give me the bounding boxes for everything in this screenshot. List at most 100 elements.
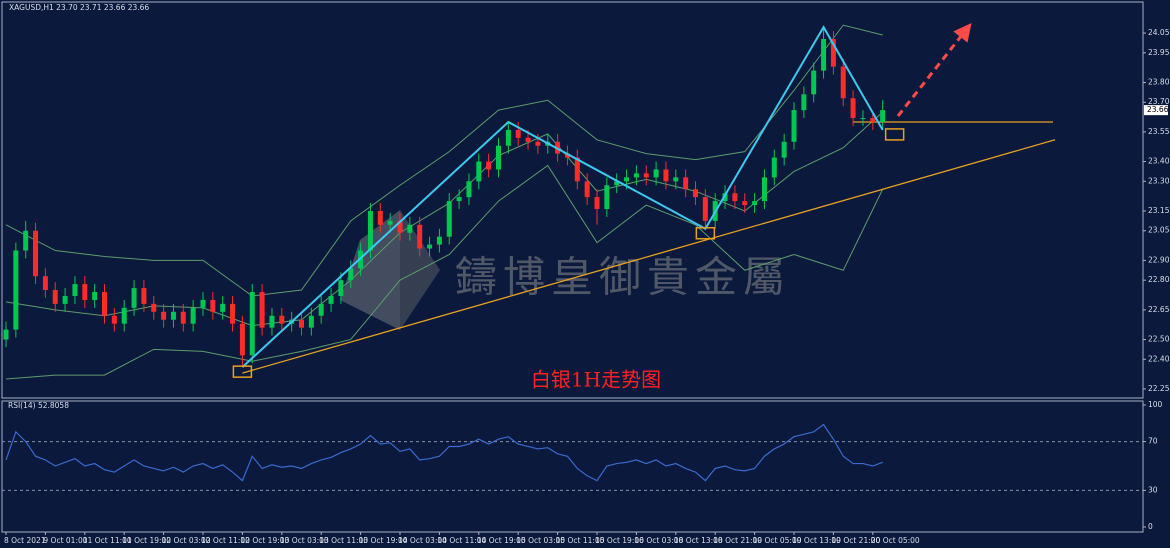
zigzag xyxy=(241,25,884,368)
x-tick-label: 13 Oct 19:00 xyxy=(359,536,408,545)
price-panel xyxy=(1,1,1144,399)
x-tick-label: 13 Oct 03:00 xyxy=(280,536,329,545)
candle-body xyxy=(141,288,147,304)
candle-body xyxy=(811,70,817,95)
y-tick-label: 24.05 xyxy=(1148,28,1170,37)
candle-body xyxy=(397,220,403,233)
candle-body xyxy=(72,284,78,296)
candle-body xyxy=(456,197,462,202)
candle-body xyxy=(801,94,807,111)
x-tick-label: 19 Oct 21:00 xyxy=(831,536,880,545)
x-tick-label: 14 Oct 03:00 xyxy=(398,536,447,545)
candle-body xyxy=(496,145,501,170)
y-tick-label: 23.55 xyxy=(1148,127,1170,136)
x-tick-label: 12 Oct 03:00 xyxy=(162,536,211,545)
y-tick-label: 23.80 xyxy=(1148,77,1170,86)
candle-body xyxy=(643,173,649,178)
candle-body xyxy=(663,169,669,182)
y-tick-label: 23.05 xyxy=(1148,226,1170,235)
candle-body xyxy=(781,141,787,158)
candle-body xyxy=(92,292,98,300)
x-tick-label: 8 Oct 2021 xyxy=(4,536,46,545)
x-tick-label: 19 Oct 13:00 xyxy=(792,536,841,545)
candle-body xyxy=(446,201,452,237)
candle-body xyxy=(377,210,383,225)
candle-body xyxy=(791,110,797,142)
annotation: 白银1H走势图 xyxy=(531,368,661,392)
candle-body xyxy=(200,299,206,308)
x-tick-label: 20 Oct 05:00 xyxy=(871,536,920,545)
candle-body xyxy=(486,161,492,170)
candle-body xyxy=(624,177,630,182)
candle-body xyxy=(702,197,708,221)
y-tick-label: 23.15 xyxy=(1148,206,1170,215)
candle-body xyxy=(653,169,659,178)
candle-body xyxy=(23,230,29,251)
indicator-panel xyxy=(1,400,1144,533)
candle-body xyxy=(525,137,531,142)
candle-body xyxy=(239,323,245,356)
chart-title: XAGUSD,H1 23.70 23.71 23.66 23.66 xyxy=(9,3,149,12)
rsi-tick-label: 0 xyxy=(1148,522,1153,531)
candle-body xyxy=(102,292,107,316)
y-tick-label: 22.50 xyxy=(1148,334,1170,343)
candle-body xyxy=(594,197,600,209)
last-price-box xyxy=(1144,105,1168,116)
x-tick-label: 11 Oct 11:00 xyxy=(83,536,132,545)
candle-body xyxy=(850,98,856,119)
rsi-tick-label: 100 xyxy=(1148,400,1163,409)
bollinger-upper xyxy=(5,24,883,297)
x-tick-label: 12 Oct 11:00 xyxy=(201,536,250,545)
y-tick-label: 22.25 xyxy=(1148,384,1170,393)
x-tick-label: 15 Oct 11:00 xyxy=(556,536,605,545)
candle-body xyxy=(564,153,570,158)
candle-body xyxy=(761,177,767,202)
x-tick-label: 18 Oct 13:00 xyxy=(674,536,723,545)
candle-body xyxy=(742,201,748,206)
candle-body xyxy=(870,118,876,123)
y-tick-label: 22.90 xyxy=(1148,255,1170,264)
candle-body xyxy=(574,157,580,182)
x-tick-label: 13 Oct 11:00 xyxy=(319,536,368,545)
indicator-title: RSI(14) 52.8058 xyxy=(8,401,69,410)
candle-body xyxy=(821,38,827,71)
candle-body xyxy=(614,181,620,186)
candle-body xyxy=(732,193,738,202)
candle-body xyxy=(210,299,216,312)
x-tick-label: 14 Oct 11:00 xyxy=(437,536,486,545)
candle-body xyxy=(860,118,866,120)
candle-body xyxy=(121,307,127,324)
candle-body xyxy=(367,210,373,251)
candle-body xyxy=(427,244,433,249)
trendline xyxy=(242,139,1056,374)
rsi-tick-label: 70 xyxy=(1148,437,1158,446)
candle-body xyxy=(131,288,137,308)
y-tick-label: 23.70 xyxy=(1148,97,1170,106)
candle-body xyxy=(338,280,344,296)
candle-body xyxy=(417,224,423,249)
candle-body xyxy=(62,295,68,304)
candle-body xyxy=(299,319,304,328)
y-tick-label: 23.95 xyxy=(1148,48,1170,57)
candle-body xyxy=(82,284,88,300)
candle-body xyxy=(407,224,413,233)
candle-body xyxy=(269,315,275,328)
candle-body xyxy=(13,250,19,330)
y-tick-label: 22.80 xyxy=(1148,275,1170,284)
candle-body xyxy=(3,329,9,340)
candle-body xyxy=(151,303,157,312)
candle-body xyxy=(170,311,176,320)
candle-body xyxy=(387,220,393,225)
x-tick-label: 11 Oct 19:00 xyxy=(122,536,171,545)
candle-body xyxy=(259,292,265,328)
candle-body xyxy=(771,157,777,178)
candle-body xyxy=(249,292,255,356)
candle-body xyxy=(42,276,48,291)
rsi-line xyxy=(5,423,883,482)
y-tick-label: 23.30 xyxy=(1148,176,1170,185)
candle-body xyxy=(33,230,39,277)
x-tick-label: 15 Oct 19:00 xyxy=(595,536,644,545)
candle-body xyxy=(505,129,511,146)
candle-body xyxy=(476,161,482,182)
candle-body xyxy=(693,189,698,198)
